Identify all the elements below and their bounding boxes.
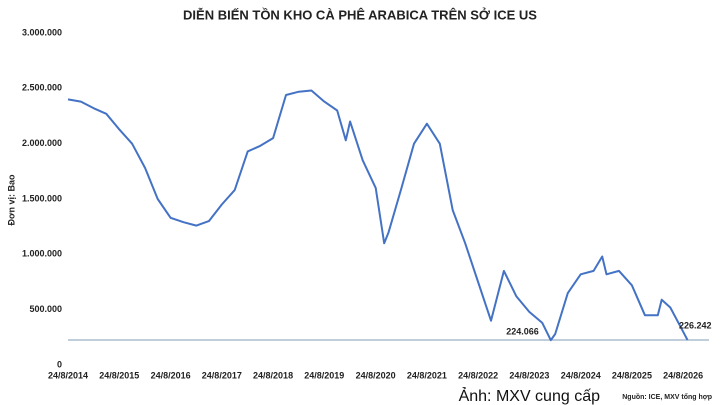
x-tick-label: 24/8/2021 <box>407 370 447 380</box>
y-tick-label: 1.000.000 <box>22 249 62 259</box>
x-tick-label: 24/8/2015 <box>99 370 139 380</box>
caption: Ảnh: MXV cung cấp <box>459 386 601 405</box>
y-tick-label: 1.500.000 <box>22 193 62 203</box>
chart-title: DIỄN BIẾN TỒN KHO CÀ PHÊ ARABICA TRÊN SỞ… <box>183 7 537 22</box>
y-axis-label: Đơn vị: Bao <box>6 174 16 225</box>
x-tick-label: 24/8/2018 <box>253 370 293 380</box>
x-tick-label: 24/8/2022 <box>458 370 498 380</box>
x-tick-label: 24/8/2025 <box>612 370 652 380</box>
x-tick-label: 24/8/2023 <box>509 370 549 380</box>
source: Nguồn: ICE, MXV tổng hợp <box>622 392 712 401</box>
x-tick-label: 24/8/2016 <box>151 370 191 380</box>
data-line <box>67 89 689 342</box>
x-tick-label: 24/8/2020 <box>356 370 396 380</box>
y-tick-label: 2.500.000 <box>22 83 62 93</box>
x-tick-label: 24/8/2014 <box>48 370 88 380</box>
annotation: 226.242 <box>679 320 712 330</box>
annotation: 224.066 <box>506 327 539 337</box>
y-tick-label: 0 <box>57 359 62 369</box>
y-tick-label: 2.000.000 <box>22 138 62 148</box>
x-tick-label: 24/8/2026 <box>663 370 703 380</box>
x-tick-label: 24/8/2019 <box>304 370 344 380</box>
x-tick-label: 24/8/2017 <box>202 370 242 380</box>
y-tick-label: 500.000 <box>29 304 62 314</box>
x-tick-label: 24/8/2024 <box>561 370 601 380</box>
y-tick-label: 3.000.000 <box>22 27 62 37</box>
